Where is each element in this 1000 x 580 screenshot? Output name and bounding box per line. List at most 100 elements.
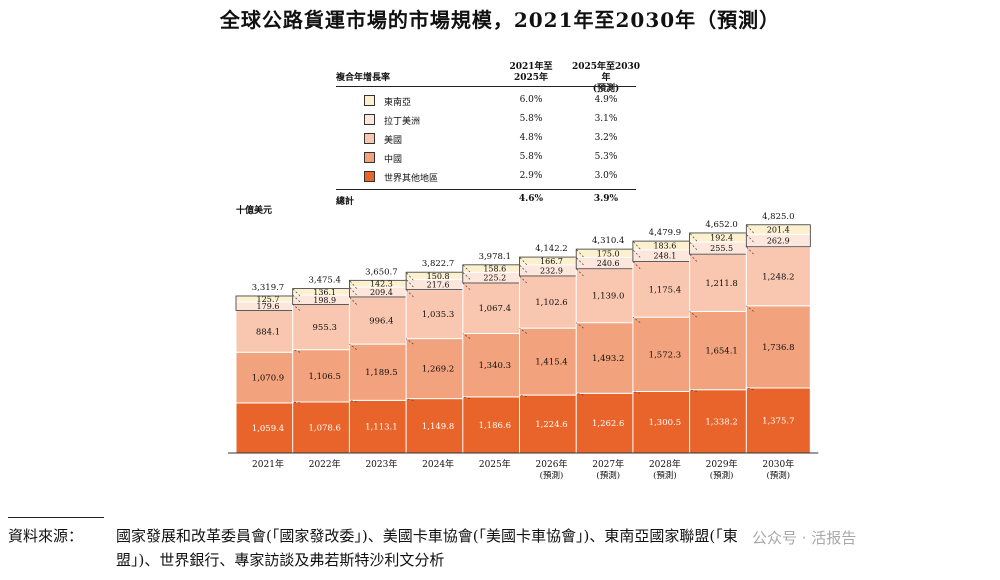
data-label: 1,106.5 <box>308 372 340 382</box>
source-label: 資料來源： <box>8 527 84 545</box>
legend-total-label: 總計 <box>336 197 355 207</box>
legend-label: 東南亞 <box>384 98 412 108</box>
connector-line <box>746 387 754 391</box>
data-label: 1,189.5 <box>365 368 397 378</box>
connector-line <box>746 246 754 255</box>
legend-cagr-2021-2025: 4.8% <box>519 133 543 143</box>
data-label: 1,113.1 <box>365 423 397 433</box>
bar-segment <box>632 316 698 392</box>
data-label: 166.7 <box>540 257 563 266</box>
watermark: 公众号 · 活报告 <box>752 529 857 547</box>
connector-line <box>405 338 414 345</box>
data-label: 1,654.1 <box>705 347 737 357</box>
bar-segment <box>348 296 414 345</box>
connector-line <box>349 286 357 296</box>
legend-col2-header-line1: 2025年至2030年 <box>571 62 641 83</box>
connector-line <box>576 392 584 396</box>
data-label: 150.8 <box>427 272 450 281</box>
category-label: 2022年 <box>309 458 341 470</box>
legend-row: 世界其他地區 2.9% 3.0% <box>336 168 636 186</box>
source-note: 資料來源： 國家發展和改革委員會(「國家發改委」)、美國卡車協會(「美國卡車協會」… <box>8 524 998 572</box>
legend-cagr-2025-2030: 5.3% <box>594 152 618 162</box>
legend-label: 拉丁美洲 <box>384 117 421 127</box>
connector-line <box>405 279 414 288</box>
connector-line <box>689 253 698 262</box>
category-label: 2027年 <box>592 458 624 470</box>
footnote-rule <box>8 517 104 518</box>
data-label: 1,070.9 <box>252 374 284 384</box>
data-label: 1,175.4 <box>649 285 681 295</box>
category-label: 2024年 <box>422 458 454 470</box>
connector-line <box>746 234 754 243</box>
data-label: 158.6 <box>483 265 506 274</box>
legend-col2-header: 2025年至2030年 (預測) <box>571 62 641 95</box>
bar-segment <box>462 282 528 334</box>
connector-line <box>292 304 301 311</box>
total-label: 4,310.4 <box>592 236 624 246</box>
total-label: 3,319.7 <box>252 283 284 293</box>
data-label: 1,338.2 <box>705 417 737 427</box>
bar-segment <box>235 351 301 404</box>
connector-line <box>632 391 641 394</box>
data-label: 1,186.6 <box>479 421 511 431</box>
source-text-line1: 國家發展和改革委員會(「國家發改委」)、美國卡車協會(「美國卡車協會」)、東南亞… <box>116 527 738 545</box>
connector-line <box>292 349 301 353</box>
bar-segment <box>405 289 471 340</box>
connector-line <box>292 288 301 297</box>
data-label: 201.4 <box>767 226 790 235</box>
legend-swatch <box>364 95 375 106</box>
connector-line <box>405 271 414 281</box>
legend-col2-header-line2: (預測) <box>592 84 620 94</box>
connector-line <box>519 256 528 266</box>
bar-segment <box>689 310 755 391</box>
total-label: 3,650.7 <box>365 267 397 277</box>
connector-line <box>632 240 641 250</box>
connector-line <box>519 327 528 334</box>
data-label: 240.6 <box>597 259 620 268</box>
connector-line <box>406 398 414 401</box>
connector-line <box>746 224 754 234</box>
bar-segment <box>405 338 471 400</box>
category-note: (預測) <box>596 470 620 481</box>
category-note: (預測) <box>710 470 734 481</box>
bar-segment <box>519 275 584 329</box>
data-label: 1,415.4 <box>535 358 567 368</box>
data-label: 1,035.3 <box>422 310 454 320</box>
bar-segment <box>519 394 584 454</box>
legend-cagr-2021-2025: 6.0% <box>519 95 543 105</box>
connector-line <box>632 249 641 258</box>
connector-line <box>349 280 357 289</box>
connector-line <box>519 275 528 284</box>
legend-header-rule <box>336 86 636 87</box>
data-label: 179.6 <box>257 302 280 311</box>
category-label: 2028年 <box>649 458 681 470</box>
data-label: 1,340.3 <box>479 361 511 371</box>
connector-line <box>519 394 527 398</box>
connector-line <box>462 282 471 290</box>
category-label: 2023年 <box>365 458 397 470</box>
connector-line <box>689 232 698 242</box>
data-label: 1,059.4 <box>252 424 284 434</box>
connector-line <box>689 241 698 251</box>
data-label: 1,572.3 <box>649 350 681 360</box>
connector-line <box>462 272 471 280</box>
category-label: 2025年 <box>479 458 511 470</box>
total-label: 4,652.0 <box>705 220 737 230</box>
connector-line <box>349 296 357 305</box>
connector-line <box>462 333 471 339</box>
connector-line <box>689 389 697 392</box>
legend-cagr-2021-2025: 2.9% <box>519 171 543 181</box>
data-label: 1,493.2 <box>592 354 624 364</box>
legend-label: 美國 <box>384 136 403 146</box>
legend-col1-header: 2021年至 2025年 <box>496 62 566 84</box>
data-label: 955.3 <box>313 323 337 333</box>
category-label: 2030年 <box>762 458 794 470</box>
legend-total-row: 總計 4.6% 3.9% <box>336 191 636 209</box>
total-label: 3,822.7 <box>422 259 454 269</box>
connector-line <box>292 294 301 303</box>
legend-label: 世界其他地區 <box>384 174 439 184</box>
category-note: (預測) <box>540 470 564 481</box>
bar-segment <box>632 261 698 318</box>
legend-cagr-2021-2025: 5.8% <box>519 152 543 162</box>
total-label: 4,142.2 <box>535 244 567 254</box>
